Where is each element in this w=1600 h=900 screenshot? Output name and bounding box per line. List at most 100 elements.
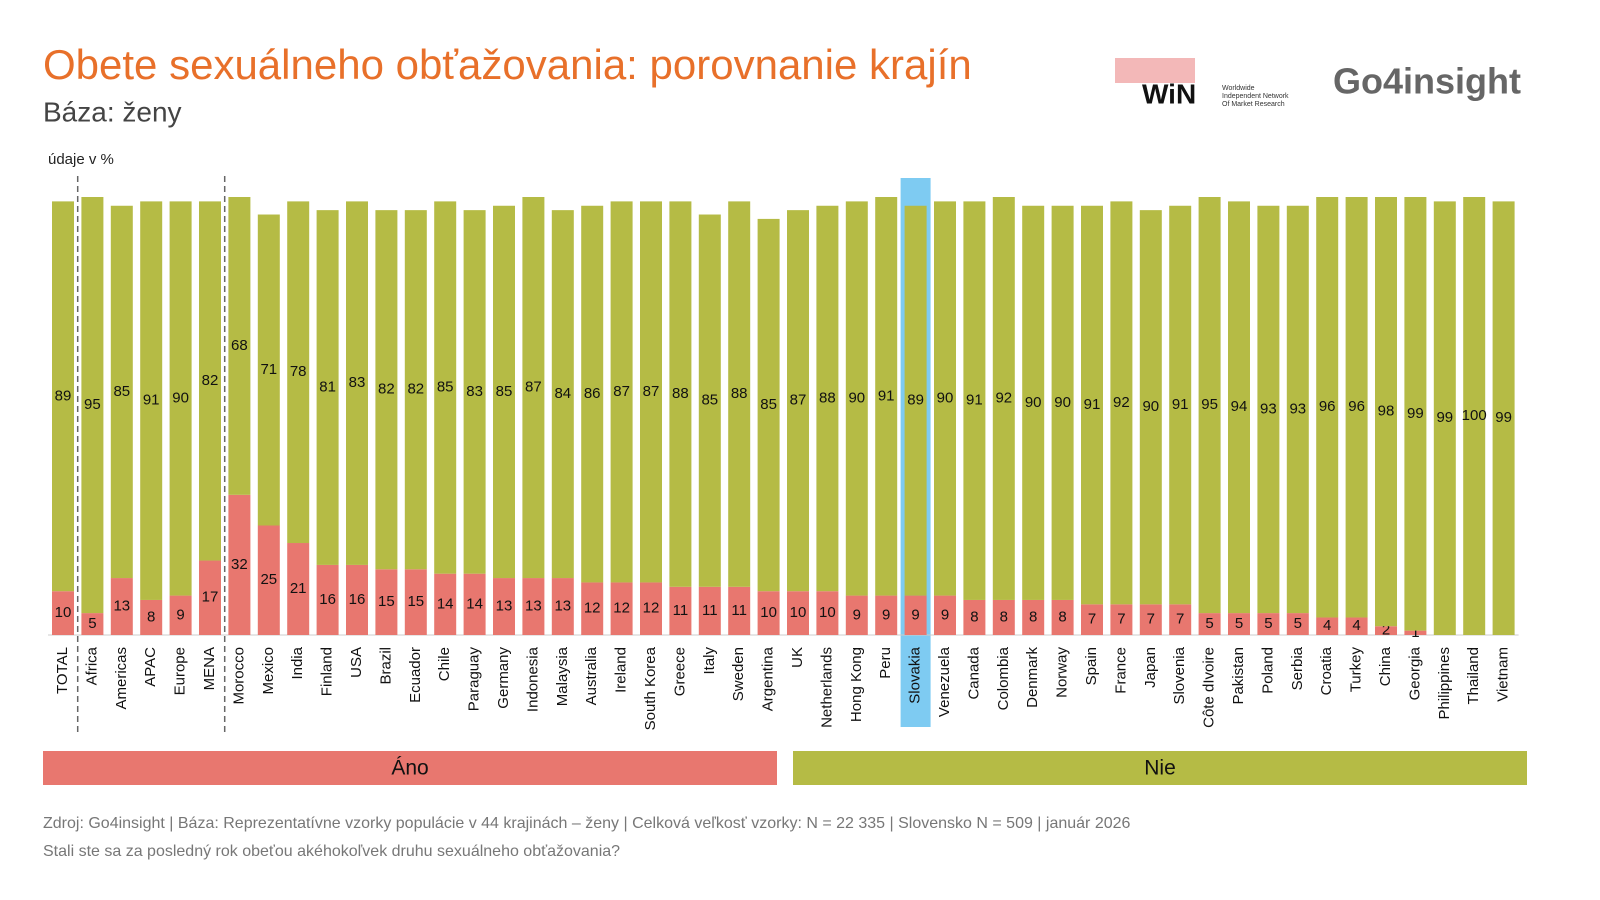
bar-segment	[493, 578, 515, 635]
x-tick-label: Malaysia	[554, 646, 571, 706]
bar-segment	[1404, 197, 1427, 631]
bar-segment	[1316, 197, 1339, 618]
x-tick-label: Europe	[172, 647, 189, 695]
data-label: 82	[202, 372, 219, 389]
data-label: 95	[84, 396, 101, 413]
bar-segment	[845, 595, 868, 635]
x-tick-label: Pakistan	[1230, 647, 1247, 705]
data-label: 9	[941, 606, 949, 623]
data-label: 81	[319, 378, 336, 395]
x-tick-label: Americas	[113, 647, 130, 710]
bar-segment	[1492, 201, 1515, 635]
data-label: 93	[1289, 400, 1306, 417]
bar-segment	[1228, 201, 1250, 614]
bar-segment	[787, 591, 809, 635]
data-label: 99	[1407, 405, 1424, 422]
data-label: 90	[172, 389, 189, 406]
data-label: 85	[113, 383, 130, 400]
data-label: 87	[790, 392, 807, 409]
data-label: 12	[584, 600, 601, 617]
data-label: 16	[319, 591, 336, 608]
data-label: 96	[1319, 398, 1336, 415]
bar-segment	[1375, 197, 1397, 627]
x-tick-label: Netherlands	[818, 647, 835, 728]
data-label: 10	[790, 604, 807, 621]
bar-segment	[640, 201, 662, 583]
data-label: 88	[731, 385, 748, 402]
data-label: 25	[260, 571, 277, 588]
bar-segment	[669, 586, 692, 635]
bar-segment	[934, 595, 956, 635]
bar-segment	[52, 201, 74, 592]
bar-segment	[110, 205, 133, 579]
logo-text: Go4insight	[1333, 61, 1521, 102]
question-note: Stali ste sa za posledný rok obeťou akéh…	[43, 843, 620, 860]
data-label: 99	[1436, 409, 1453, 426]
unit-note: údaje v %	[48, 151, 114, 168]
data-label: 2	[1382, 622, 1390, 639]
bar-segment	[140, 599, 163, 635]
data-label: 21	[290, 580, 307, 597]
x-tick-label: India	[289, 646, 306, 679]
bar-segment	[375, 569, 398, 635]
bar-segment	[1463, 197, 1486, 635]
data-label: 4	[1352, 617, 1360, 634]
data-label: 86	[584, 385, 601, 402]
data-label: 8	[970, 608, 978, 625]
bar-segment	[287, 543, 310, 635]
data-label: 8	[1058, 608, 1066, 625]
data-label: 85	[437, 378, 454, 395]
bar-segment	[728, 201, 751, 587]
data-label: 91	[143, 392, 160, 409]
x-tick-label: Mexico	[260, 647, 277, 695]
data-label: 90	[937, 389, 954, 406]
data-label: 9	[911, 606, 919, 623]
bar-segment	[551, 210, 574, 579]
x-tick-label: Thailand	[1465, 647, 1482, 705]
bar-segment	[140, 201, 163, 600]
x-tick-label: Serbia	[1289, 646, 1306, 690]
bar-segment	[757, 591, 780, 635]
data-label: 16	[349, 591, 366, 608]
data-label: 85	[496, 383, 513, 400]
bar-segment	[787, 210, 809, 592]
logo-text: WiN	[1142, 78, 1196, 109]
x-tick-label: Philippines	[1436, 647, 1453, 720]
x-tick-label: Ireland	[613, 647, 630, 693]
data-label: 5	[1264, 615, 1272, 632]
bar-segment	[1375, 626, 1397, 635]
bar-segment	[934, 201, 956, 596]
data-label: 17	[202, 589, 219, 606]
bar-segment	[257, 214, 280, 526]
bar-segment	[434, 201, 457, 574]
legend-label: Nie	[1144, 757, 1176, 780]
data-label: 82	[378, 381, 395, 398]
data-label: 8	[1000, 608, 1008, 625]
bar-segment	[875, 595, 898, 635]
x-tick-label: Côte dIvoire	[1201, 647, 1218, 728]
data-label: 96	[1348, 398, 1365, 415]
bar-segment	[1081, 205, 1103, 605]
bar-segment	[610, 201, 633, 583]
data-label: 89	[55, 387, 72, 404]
x-tick-label: China	[1377, 646, 1394, 686]
data-label: 15	[378, 593, 395, 610]
bar-segment	[1257, 205, 1280, 614]
legend-label: Áno	[391, 757, 428, 780]
bar-segment	[1051, 205, 1074, 600]
bar-segment	[375, 210, 398, 570]
data-label: 91	[878, 387, 895, 404]
x-tick-label: Spain	[1083, 647, 1100, 685]
x-tick-label: MENA	[201, 647, 218, 690]
x-tick-label: Croatia	[1318, 646, 1335, 695]
x-tick-label: Australia	[583, 646, 600, 705]
data-label: 82	[407, 381, 424, 398]
x-tick-label: Peru	[877, 647, 894, 679]
bar-segment	[404, 569, 427, 635]
bar-segment	[81, 613, 104, 635]
bar-segment	[698, 586, 721, 635]
x-tick-label: Japan	[1142, 647, 1159, 688]
data-label: 71	[260, 361, 277, 378]
data-label: 90	[1142, 398, 1159, 415]
data-label: 90	[848, 389, 865, 406]
